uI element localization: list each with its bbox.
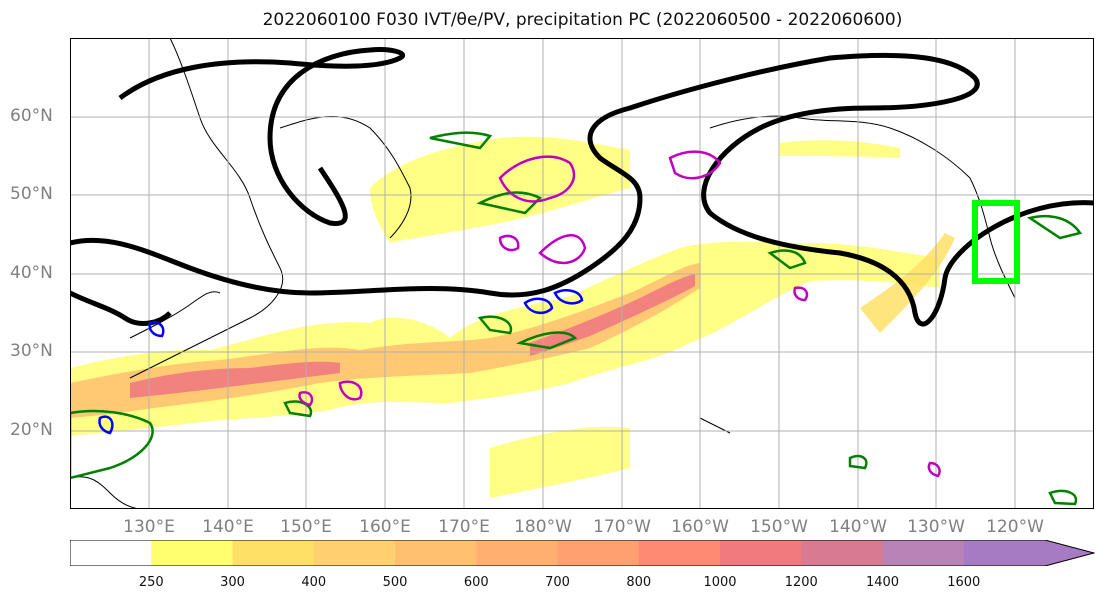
lon-label-130w: 130°W [907, 517, 965, 537]
colorbar-segment [963, 540, 1046, 566]
pv-positive-contours [298, 150, 941, 478]
lon-label-180w: 180°W [514, 517, 572, 537]
graticule [70, 38, 1094, 509]
lat-label-40n: 40°N [10, 263, 53, 283]
colorbar-segment [151, 540, 233, 566]
colorbar-segment [313, 540, 396, 566]
lat-label-30n: 30°N [10, 341, 53, 361]
colorbar-tick-label: 600 [463, 575, 489, 590]
lon-label-120w: 120°W [986, 517, 1044, 537]
lat-label-60n: 60°N [10, 106, 53, 126]
lon-label-160w: 160°W [671, 517, 729, 537]
lon-label-160e: 160°E [359, 517, 411, 537]
colorbar-segment [476, 540, 558, 566]
colorbar-tick-label: 300 [220, 575, 245, 590]
colorbar-tick-label: 400 [301, 575, 327, 590]
colorbar-tick-label: 800 [626, 575, 652, 590]
precip-band-red [130, 361, 340, 398]
colorbar-extend-arrow [1045, 540, 1094, 566]
lon-label-150w: 150°W [750, 517, 808, 537]
colorbar-tick-label: 1400 [865, 575, 900, 590]
lon-label-150e: 150°E [280, 517, 332, 537]
lon-label-140e: 140°E [202, 517, 254, 537]
colorbar-segment [70, 540, 152, 566]
precip-band-pacific-north [780, 140, 900, 158]
colorbar-segment [720, 540, 802, 566]
map-canvas [70, 38, 1094, 509]
ivt-contours [70, 47, 1094, 327]
colorbar-segment [232, 540, 315, 566]
lat-label-20n: 20°N [10, 420, 53, 440]
colorbar-segment [395, 540, 477, 566]
lat-label-50n: 50°N [10, 184, 53, 204]
pv-negative-contours [98, 289, 584, 435]
precip-band-south-yellow [490, 426, 630, 498]
highlight-box [972, 200, 1020, 284]
precip-band-north-yellow [370, 136, 630, 243]
lon-label-170e: 170°E [438, 517, 490, 537]
colorbar-tick-label: 500 [382, 575, 408, 590]
colorbar-segment [557, 540, 640, 566]
colorbar-tick-label: 700 [545, 575, 570, 590]
colorbar-segment [801, 540, 883, 566]
colorbar [70, 540, 1095, 566]
colorbar-tick-label: 1600 [947, 575, 981, 590]
page-title: 2022060100 F030 IVT/θe/PV, precipitation… [262, 10, 903, 30]
colorbar-tick-label: 250 [138, 575, 164, 590]
lon-label-140w: 140°W [829, 517, 887, 537]
colorbar-tick-label: 1200 [784, 575, 818, 590]
colorbar-segment [638, 540, 721, 566]
precip-band-east [860, 233, 955, 333]
colorbar-segment [882, 540, 965, 566]
theta-e-contours [70, 131, 1083, 506]
lon-label-170w: 170°W [593, 517, 651, 537]
lon-label-130e: 130°E [123, 517, 175, 537]
colorbar-tick-label: 1000 [703, 575, 737, 590]
